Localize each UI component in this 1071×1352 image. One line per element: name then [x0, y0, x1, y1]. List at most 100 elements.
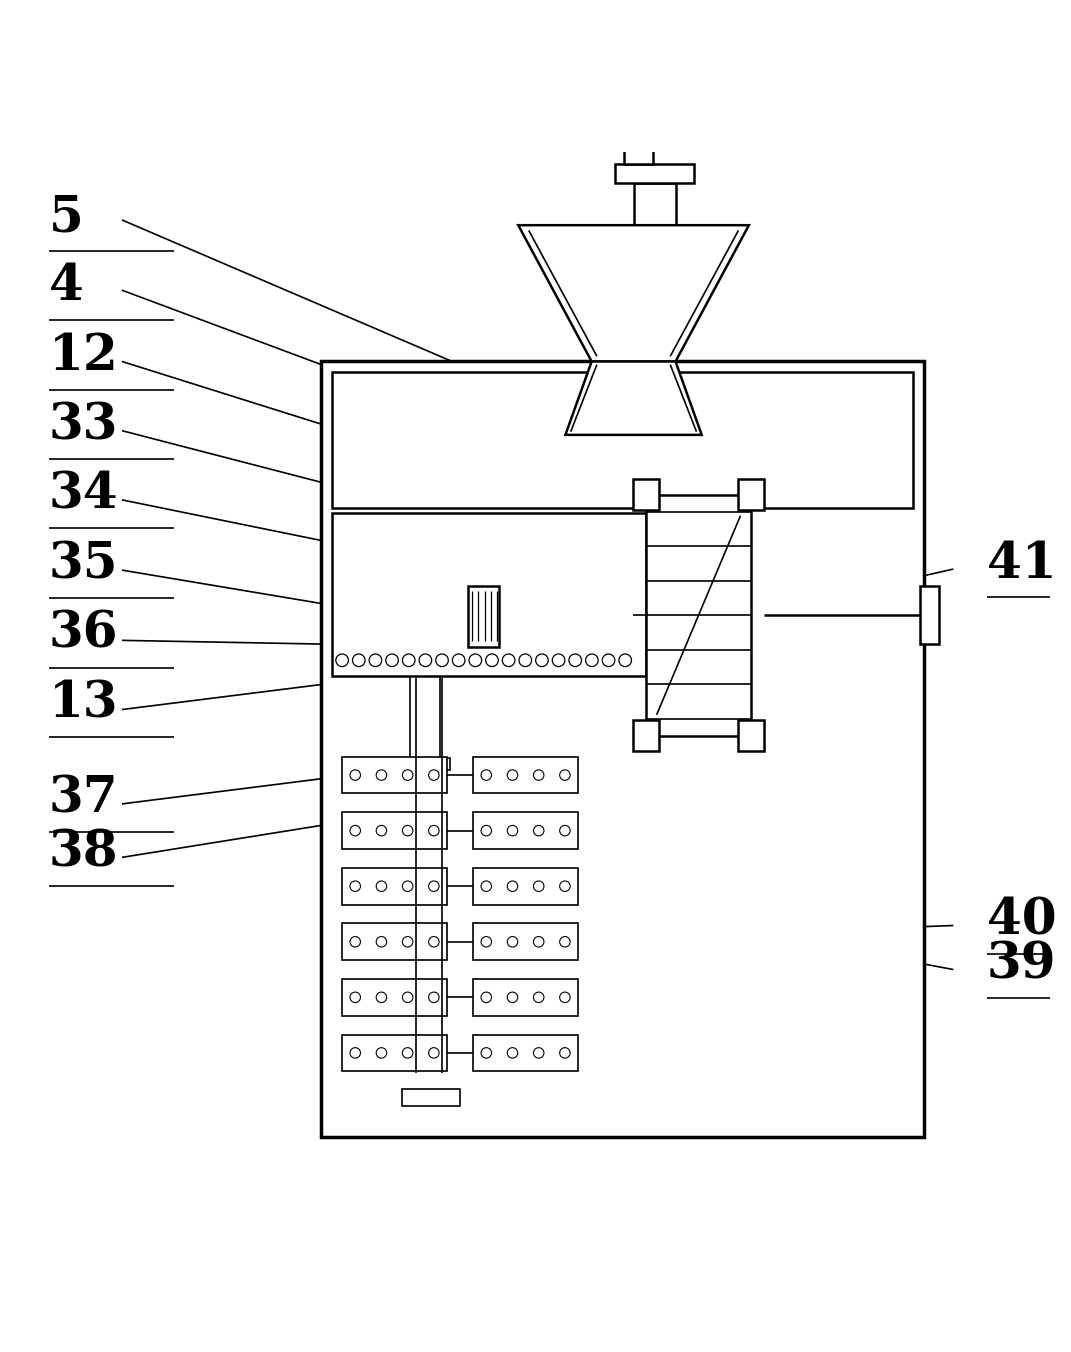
- Circle shape: [352, 654, 365, 667]
- Text: 33: 33: [48, 402, 118, 450]
- Circle shape: [508, 992, 517, 1003]
- Circle shape: [403, 937, 413, 946]
- Polygon shape: [565, 361, 702, 435]
- Bar: [634, 184, 676, 226]
- Circle shape: [602, 654, 615, 667]
- Text: 41: 41: [986, 539, 1056, 588]
- Bar: [342, 757, 447, 794]
- Circle shape: [533, 937, 544, 946]
- Circle shape: [560, 826, 570, 836]
- Bar: [473, 1034, 578, 1071]
- Bar: [920, 587, 939, 644]
- Bar: [738, 479, 764, 510]
- Text: 13: 13: [48, 679, 118, 729]
- Circle shape: [508, 826, 517, 836]
- Circle shape: [533, 882, 544, 891]
- Circle shape: [428, 769, 439, 780]
- Bar: [473, 813, 578, 849]
- Circle shape: [586, 654, 599, 667]
- Circle shape: [428, 882, 439, 891]
- Circle shape: [376, 937, 387, 946]
- Circle shape: [481, 769, 492, 780]
- Text: 12: 12: [48, 333, 118, 381]
- Circle shape: [502, 654, 515, 667]
- Circle shape: [428, 826, 439, 836]
- Bar: [646, 495, 751, 735]
- Circle shape: [386, 654, 398, 667]
- Bar: [473, 757, 578, 794]
- Circle shape: [560, 992, 570, 1003]
- Circle shape: [560, 937, 570, 946]
- Circle shape: [350, 769, 361, 780]
- Bar: [402, 1090, 459, 1106]
- Text: 39: 39: [986, 940, 1056, 990]
- Circle shape: [481, 992, 492, 1003]
- Bar: [399, 757, 450, 771]
- Circle shape: [481, 1048, 492, 1059]
- Circle shape: [376, 1048, 387, 1059]
- Bar: [615, 165, 694, 184]
- Circle shape: [428, 992, 439, 1003]
- Bar: [342, 868, 447, 904]
- Circle shape: [376, 769, 387, 780]
- Circle shape: [428, 937, 439, 946]
- Circle shape: [553, 654, 564, 667]
- Circle shape: [508, 769, 517, 780]
- Circle shape: [369, 654, 381, 667]
- Bar: [473, 868, 578, 904]
- Circle shape: [533, 1048, 544, 1059]
- Bar: [332, 372, 914, 508]
- Circle shape: [376, 992, 387, 1003]
- Bar: [624, 147, 653, 165]
- Bar: [342, 923, 447, 960]
- Text: 38: 38: [48, 827, 118, 877]
- Circle shape: [350, 1048, 361, 1059]
- Bar: [342, 813, 447, 849]
- Circle shape: [508, 937, 517, 946]
- Bar: [473, 923, 578, 960]
- Bar: [473, 979, 578, 1015]
- Text: 4: 4: [48, 262, 84, 311]
- Bar: [633, 721, 660, 752]
- Circle shape: [376, 826, 387, 836]
- Circle shape: [350, 937, 361, 946]
- Circle shape: [428, 1048, 439, 1059]
- Circle shape: [350, 882, 361, 891]
- Circle shape: [376, 882, 387, 891]
- Text: 5: 5: [48, 193, 84, 243]
- Circle shape: [485, 654, 498, 667]
- Circle shape: [481, 937, 492, 946]
- Bar: [468, 585, 499, 646]
- Circle shape: [508, 1048, 517, 1059]
- Bar: [738, 721, 764, 752]
- Circle shape: [350, 826, 361, 836]
- Bar: [332, 514, 646, 676]
- Circle shape: [419, 654, 432, 667]
- Bar: [342, 1034, 447, 1071]
- Text: 35: 35: [48, 541, 118, 589]
- Circle shape: [533, 769, 544, 780]
- Polygon shape: [518, 226, 749, 361]
- Circle shape: [336, 654, 348, 667]
- Circle shape: [350, 992, 361, 1003]
- Circle shape: [533, 826, 544, 836]
- Circle shape: [403, 769, 413, 780]
- Circle shape: [403, 1048, 413, 1059]
- Circle shape: [403, 882, 413, 891]
- Circle shape: [560, 882, 570, 891]
- Bar: [342, 979, 447, 1015]
- Circle shape: [403, 992, 413, 1003]
- Circle shape: [536, 654, 548, 667]
- Text: 37: 37: [48, 775, 118, 823]
- Circle shape: [481, 882, 492, 891]
- Circle shape: [481, 826, 492, 836]
- Text: 36: 36: [48, 610, 118, 658]
- Circle shape: [452, 654, 465, 667]
- Circle shape: [619, 654, 632, 667]
- Circle shape: [519, 654, 531, 667]
- Circle shape: [560, 1048, 570, 1059]
- Circle shape: [569, 654, 582, 667]
- Text: 34: 34: [48, 470, 118, 519]
- Text: 40: 40: [986, 896, 1056, 945]
- Bar: [321, 361, 924, 1137]
